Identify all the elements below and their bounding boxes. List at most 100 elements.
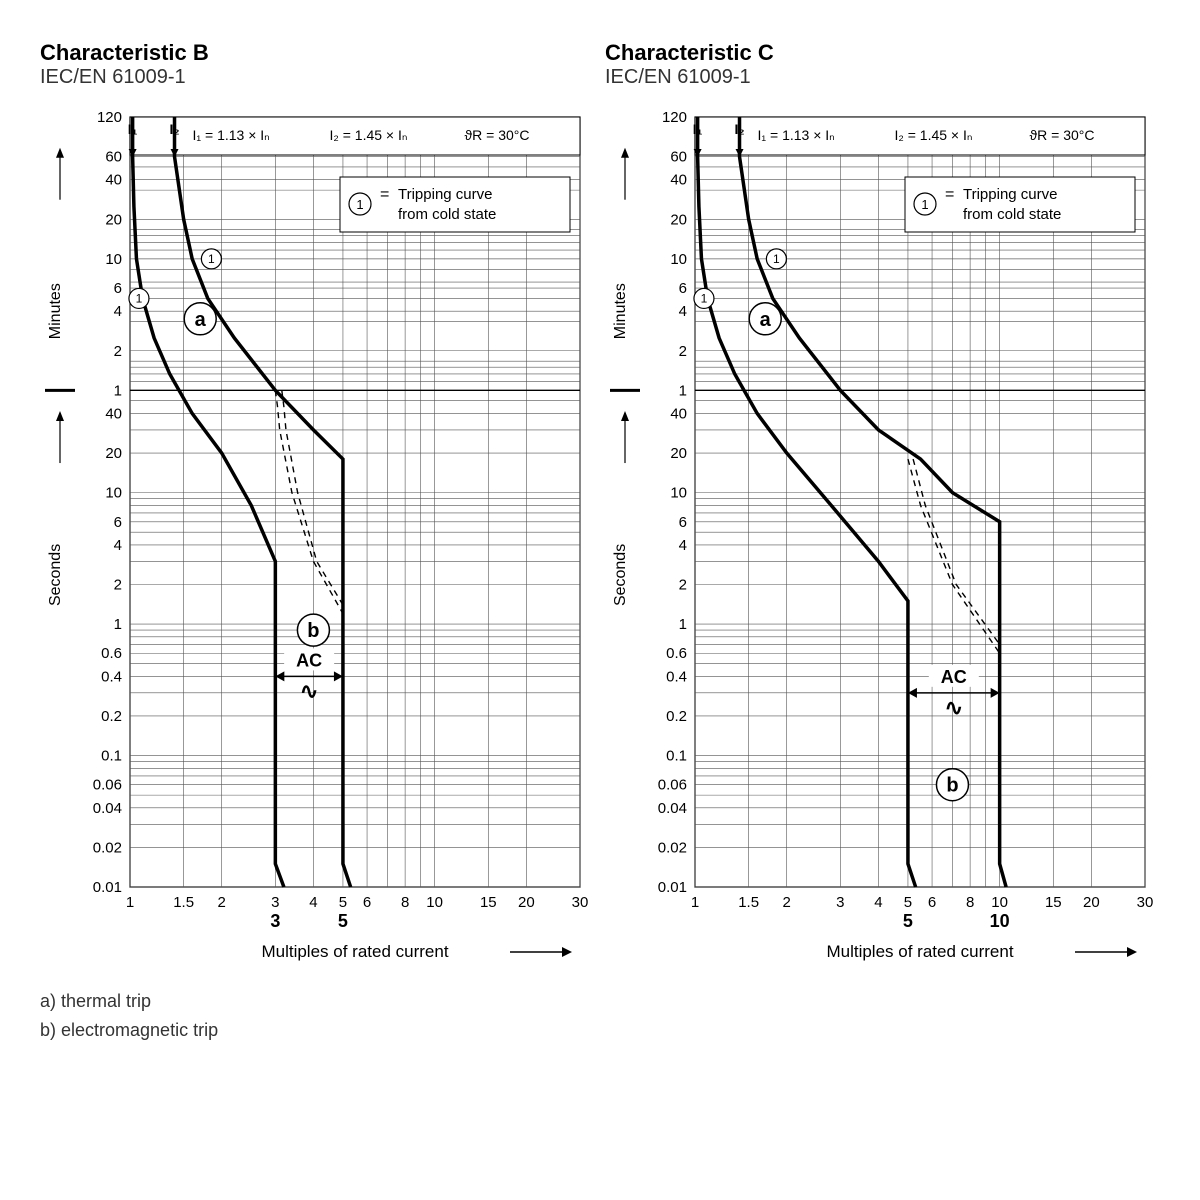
- svg-text:20: 20: [1083, 894, 1100, 911]
- charts-row: Characteristic B IEC/EN 61009-1 11.52345…: [40, 40, 1160, 967]
- svg-text:4: 4: [309, 894, 317, 911]
- svg-text:2: 2: [679, 343, 687, 360]
- svg-text:2: 2: [679, 577, 687, 594]
- svg-text:0.02: 0.02: [93, 839, 122, 856]
- svg-text:Multiples of rated current: Multiples of rated current: [826, 942, 1013, 961]
- svg-text:6: 6: [363, 894, 371, 911]
- svg-text:4: 4: [679, 303, 687, 320]
- svg-text:1: 1: [921, 197, 928, 212]
- svg-text:∿: ∿: [300, 678, 318, 703]
- svg-text:1.5: 1.5: [738, 894, 759, 911]
- svg-text:1: 1: [114, 382, 122, 399]
- svg-text:a: a: [195, 309, 207, 331]
- svg-text:20: 20: [670, 211, 687, 228]
- svg-text:4: 4: [114, 303, 122, 320]
- svg-text:2: 2: [218, 894, 226, 911]
- svg-text:0.01: 0.01: [93, 879, 122, 896]
- svg-text:120: 120: [662, 109, 687, 126]
- svg-text:40: 40: [670, 405, 687, 422]
- svg-text:from cold state: from cold state: [398, 206, 496, 223]
- svg-text:AC: AC: [941, 667, 967, 687]
- svg-text:6: 6: [114, 280, 122, 297]
- svg-text:6: 6: [928, 894, 936, 911]
- svg-text:=: =: [380, 186, 389, 203]
- svg-text:10: 10: [670, 251, 687, 268]
- svg-text:0.04: 0.04: [93, 800, 122, 817]
- svg-text:8: 8: [401, 894, 409, 911]
- svg-text:20: 20: [105, 445, 122, 462]
- chart-block-c: Characteristic C IEC/EN 61009-1 11.52345…: [605, 40, 1165, 967]
- svg-text:10: 10: [426, 894, 443, 911]
- svg-text:1: 1: [679, 616, 687, 633]
- svg-text:Seconds: Seconds: [47, 544, 64, 606]
- footer-note-b: b) electromagnetic trip: [40, 1016, 1160, 1045]
- svg-text:1: 1: [126, 894, 134, 911]
- svg-text:6: 6: [679, 280, 687, 297]
- svg-text:2: 2: [114, 343, 122, 360]
- svg-text:5: 5: [904, 894, 912, 911]
- svg-text:0.02: 0.02: [658, 839, 687, 856]
- svg-text:0.4: 0.4: [101, 668, 122, 685]
- svg-text:20: 20: [670, 445, 687, 462]
- svg-text:40: 40: [670, 172, 687, 189]
- svg-text:5: 5: [338, 911, 348, 931]
- svg-text:2: 2: [783, 894, 791, 911]
- svg-text:I₂ = 1.45 × Iₙ: I₂ = 1.45 × Iₙ: [330, 127, 408, 143]
- svg-text:10: 10: [105, 251, 122, 268]
- svg-text:4: 4: [874, 894, 882, 911]
- tripping-chart: 11.523456810152030350.010.020.040.060.10…: [40, 97, 600, 967]
- svg-text:1: 1: [773, 252, 780, 266]
- svg-text:1: 1: [679, 382, 687, 399]
- svg-text:Multiples of rated current: Multiples of rated current: [261, 942, 448, 961]
- svg-text:3: 3: [836, 894, 844, 911]
- svg-text:40: 40: [105, 172, 122, 189]
- svg-text:0.6: 0.6: [666, 645, 687, 662]
- chart-title: Characteristic C: [605, 40, 1165, 66]
- svg-text:0.1: 0.1: [666, 748, 687, 765]
- svg-text:20: 20: [105, 211, 122, 228]
- svg-text:0.06: 0.06: [93, 777, 122, 794]
- svg-text:3: 3: [271, 894, 279, 911]
- svg-text:b: b: [946, 775, 958, 797]
- chart-svg-container-c: 11.5234568101520305100.010.020.040.060.1…: [605, 97, 1165, 967]
- svg-text:Seconds: Seconds: [612, 544, 629, 606]
- svg-text:Minutes: Minutes: [47, 283, 64, 339]
- svg-text:4: 4: [679, 537, 687, 554]
- svg-text:6: 6: [679, 514, 687, 531]
- svg-text:5: 5: [339, 894, 347, 911]
- footer-note-a: a) thermal trip: [40, 987, 1160, 1016]
- svg-text:from cold state: from cold state: [963, 206, 1061, 223]
- svg-text:Minutes: Minutes: [612, 283, 629, 339]
- svg-text:1: 1: [114, 616, 122, 633]
- svg-text:I₂ = 1.45 × Iₙ: I₂ = 1.45 × Iₙ: [895, 127, 973, 143]
- svg-text:I₁ = 1.13 × Iₙ: I₁ = 1.13 × Iₙ: [758, 127, 835, 143]
- svg-text:0.2: 0.2: [666, 708, 687, 725]
- footer-notes: a) thermal trip b) electromagnetic trip: [40, 987, 1160, 1045]
- svg-text:b: b: [307, 620, 319, 642]
- svg-text:AC: AC: [296, 650, 322, 670]
- svg-text:1: 1: [356, 197, 363, 212]
- svg-text:20: 20: [518, 894, 535, 911]
- svg-text:8: 8: [966, 894, 974, 911]
- svg-text:2: 2: [114, 577, 122, 594]
- svg-text:ϑR = 30°C: ϑR = 30°C: [1030, 127, 1095, 143]
- svg-text:I₁ = 1.13 × Iₙ: I₁ = 1.13 × Iₙ: [193, 127, 270, 143]
- svg-text:0.06: 0.06: [658, 777, 687, 794]
- svg-text:60: 60: [105, 149, 122, 166]
- page: Characteristic B IEC/EN 61009-1 11.52345…: [40, 40, 1160, 1045]
- svg-text:Tripping curve: Tripping curve: [398, 186, 492, 203]
- svg-text:10: 10: [670, 485, 687, 502]
- tripping-chart: 11.5234568101520305100.010.020.040.060.1…: [605, 97, 1165, 967]
- svg-text:1: 1: [136, 291, 143, 305]
- svg-text:120: 120: [97, 109, 122, 126]
- svg-text:∿: ∿: [945, 695, 963, 720]
- svg-text:ϑR = 30°C: ϑR = 30°C: [465, 127, 530, 143]
- svg-text:15: 15: [1045, 894, 1062, 911]
- svg-text:0.2: 0.2: [101, 708, 122, 725]
- svg-text:1: 1: [701, 291, 708, 305]
- svg-text:0.04: 0.04: [658, 800, 687, 817]
- svg-text:=: =: [945, 186, 954, 203]
- svg-text:6: 6: [114, 514, 122, 531]
- svg-text:3: 3: [270, 911, 280, 931]
- chart-block-b: Characteristic B IEC/EN 61009-1 11.52345…: [40, 40, 600, 967]
